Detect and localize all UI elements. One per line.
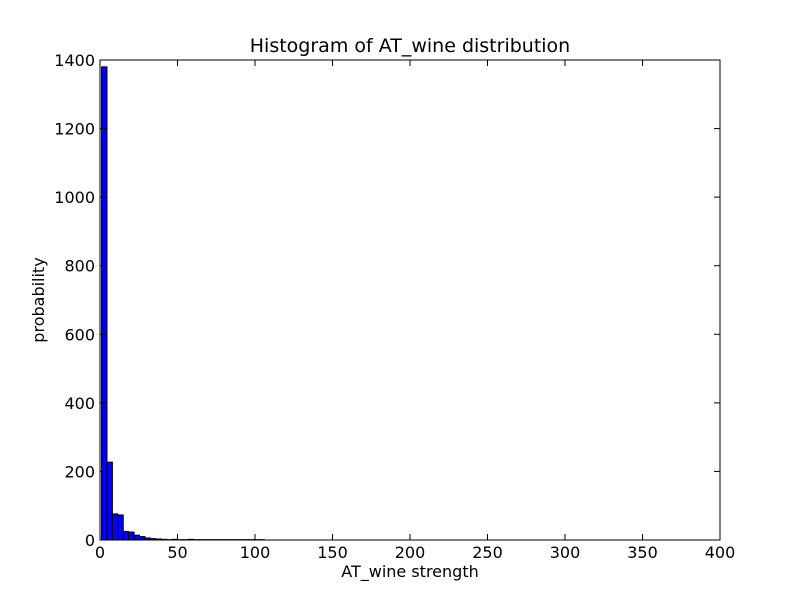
x-tick-label: 300: [550, 543, 581, 562]
y-tick-label: 200: [64, 462, 95, 481]
histogram-bar: [112, 514, 117, 540]
histogram-bar: [129, 532, 134, 540]
y-tick-label: 800: [64, 257, 95, 276]
x-tick-label: 0: [95, 543, 105, 562]
x-tick-label: 400: [705, 543, 736, 562]
histogram-bar: [102, 67, 107, 540]
x-tick-label: 150: [317, 543, 348, 562]
y-tick-label: 600: [64, 325, 95, 344]
histogram-bar: [118, 515, 123, 540]
x-tick-label: 200: [395, 543, 426, 562]
histogram-bar: [140, 537, 145, 540]
x-tick-label: 100: [240, 543, 271, 562]
x-tick-label: 350: [627, 543, 658, 562]
x-tick-label: 50: [167, 543, 187, 562]
x-tick-label: 250: [472, 543, 503, 562]
x-axis-label: AT_wine strength: [341, 562, 478, 582]
histogram-bar: [134, 535, 139, 540]
y-tick-label: 0: [85, 531, 95, 550]
y-tick-label: 400: [64, 394, 95, 413]
y-axis-label: probability: [29, 257, 48, 342]
histogram-bar: [107, 462, 112, 540]
y-tick-label: 1000: [54, 188, 95, 207]
histogram-bar: [123, 531, 128, 540]
y-tick-label: 1400: [54, 51, 95, 70]
chart-title: Histogram of AT_wine distribution: [250, 35, 570, 57]
y-tick-label: 1200: [54, 120, 95, 139]
